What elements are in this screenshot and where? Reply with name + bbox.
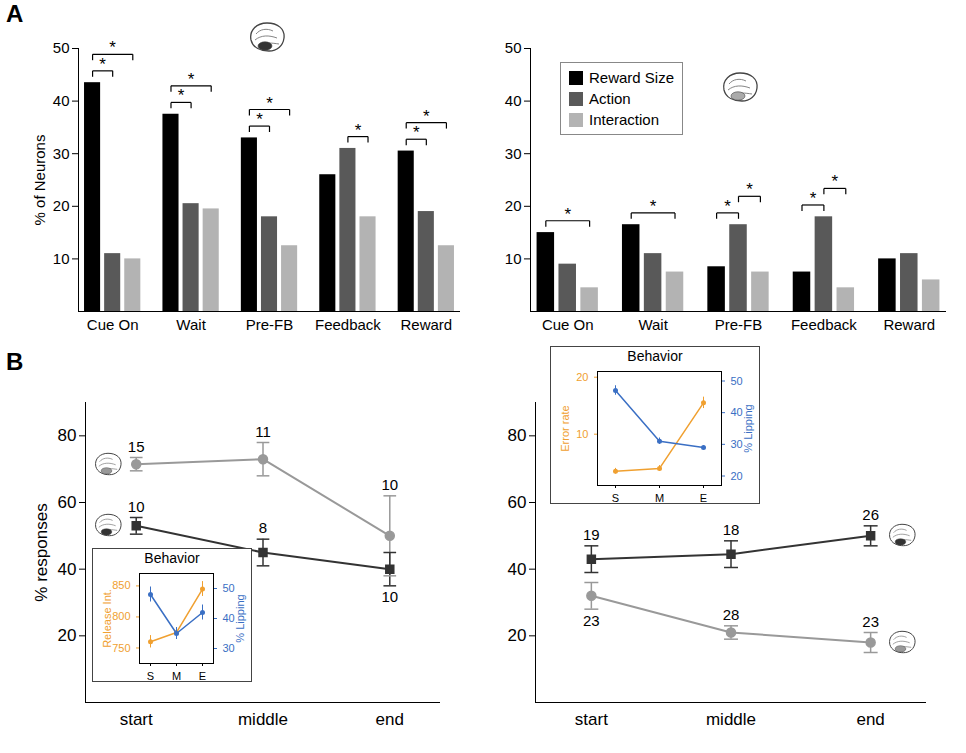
- html-text:Action: Action: [589, 90, 631, 107]
- svg-text:19: 19: [583, 526, 600, 543]
- svg-text:10: 10: [381, 476, 398, 493]
- svg-text:% Lipping: % Lipping: [234, 594, 246, 642]
- svg-text:Cue On: Cue On: [87, 316, 139, 333]
- html-text:Interaction: Interaction: [589, 111, 659, 128]
- svg-text:50: 50: [505, 39, 522, 56]
- svg-text:middle: middle: [238, 710, 288, 729]
- svg-text:Wait: Wait: [638, 316, 668, 333]
- svg-text:*: *: [256, 110, 263, 129]
- html-text:Reward Size: Reward Size: [589, 69, 674, 86]
- svg-text:*: *: [109, 38, 116, 57]
- svg-text:10: 10: [576, 428, 588, 440]
- svg-text:*: *: [413, 123, 420, 142]
- svg-text:10: 10: [505, 250, 522, 267]
- svg-text:30: 30: [730, 437, 743, 450]
- svg-text:15: 15: [128, 438, 145, 455]
- svg-text:40: 40: [53, 92, 70, 109]
- html-text:Behavior: Behavior: [627, 348, 683, 364]
- svg-text:*: *: [423, 107, 430, 126]
- svg-text:40: 40: [58, 560, 77, 579]
- svg-text:*: *: [810, 189, 817, 208]
- svg-text:18: 18: [723, 521, 740, 538]
- svg-text:Wait: Wait: [176, 316, 206, 333]
- svg-text:80: 80: [508, 426, 527, 445]
- svg-text:% of Neurons: % of Neurons: [31, 135, 48, 226]
- svg-text:23: 23: [583, 612, 600, 629]
- svg-text:750: 750: [112, 642, 130, 654]
- svg-text:40: 40: [222, 612, 235, 624]
- svg-text:10: 10: [381, 588, 398, 605]
- svg-text:800: 800: [112, 610, 130, 622]
- svg-text:*: *: [746, 180, 753, 199]
- svg-text:8: 8: [259, 519, 267, 536]
- html-text:Behavior: Behavior: [144, 550, 200, 566]
- html-text:A: A: [6, 0, 24, 27]
- svg-text:Reward: Reward: [883, 316, 935, 333]
- svg-text:60: 60: [508, 493, 527, 512]
- svg-text:Reward: Reward: [400, 316, 452, 333]
- svg-text:% responses: % responses: [32, 503, 51, 601]
- svg-text:middle: middle: [706, 710, 756, 729]
- svg-text:60: 60: [58, 493, 77, 512]
- svg-text:M: M: [655, 492, 664, 503]
- svg-text:*: *: [564, 205, 571, 224]
- svg-text:Pre-FB: Pre-FB: [246, 316, 294, 333]
- svg-text:M: M: [172, 670, 181, 681]
- svg-text:*: *: [188, 70, 195, 89]
- svg-text:20: 20: [508, 626, 527, 645]
- svg-text:Feedback: Feedback: [315, 316, 381, 333]
- svg-text:20: 20: [505, 197, 522, 214]
- svg-text:start: start: [120, 710, 153, 729]
- svg-text:20: 20: [53, 197, 70, 214]
- svg-text:*: *: [266, 94, 273, 113]
- svg-text:*: *: [178, 86, 185, 105]
- svg-text:20: 20: [731, 470, 743, 482]
- svg-text:80: 80: [58, 426, 77, 445]
- svg-text:% Lipping: % Lipping: [742, 404, 754, 452]
- svg-text:40: 40: [508, 560, 527, 579]
- svg-text:*: *: [832, 172, 839, 191]
- svg-text:end: end: [856, 710, 884, 729]
- svg-text:30: 30: [505, 145, 522, 162]
- svg-text:*: *: [650, 197, 657, 216]
- svg-text:10: 10: [53, 250, 70, 267]
- svg-text:E: E: [199, 670, 206, 681]
- svg-text:28: 28: [723, 606, 740, 623]
- svg-text:Feedback: Feedback: [791, 316, 857, 333]
- svg-text:Cue On: Cue On: [542, 316, 594, 333]
- svg-text:26: 26: [862, 506, 879, 523]
- svg-text:*: *: [355, 121, 362, 140]
- html-text:B: B: [6, 348, 24, 375]
- svg-text:*: *: [724, 197, 731, 216]
- svg-text:start: start: [575, 710, 608, 729]
- svg-text:20: 20: [576, 371, 588, 383]
- svg-text:S: S: [147, 670, 154, 681]
- svg-text:40: 40: [730, 406, 743, 419]
- svg-text:S: S: [612, 492, 619, 503]
- svg-text:10: 10: [128, 498, 145, 515]
- svg-text:850: 850: [112, 579, 130, 591]
- svg-text:E: E: [700, 492, 707, 503]
- svg-text:30: 30: [53, 145, 70, 162]
- svg-text:Pre-FB: Pre-FB: [715, 316, 763, 333]
- svg-text:50: 50: [223, 582, 235, 594]
- svg-text:end: end: [376, 710, 404, 729]
- svg-text:Error rate: Error rate: [559, 405, 571, 451]
- svg-text:11: 11: [255, 423, 271, 440]
- svg-text:40: 40: [505, 92, 522, 109]
- svg-text:20: 20: [58, 626, 77, 645]
- svg-text:50: 50: [53, 39, 70, 56]
- svg-text:30: 30: [223, 642, 235, 654]
- svg-text:Release Int.: Release Int.: [101, 589, 113, 648]
- svg-text:*: *: [99, 55, 106, 74]
- svg-text:50: 50: [731, 375, 743, 387]
- svg-text:23: 23: [862, 613, 879, 630]
